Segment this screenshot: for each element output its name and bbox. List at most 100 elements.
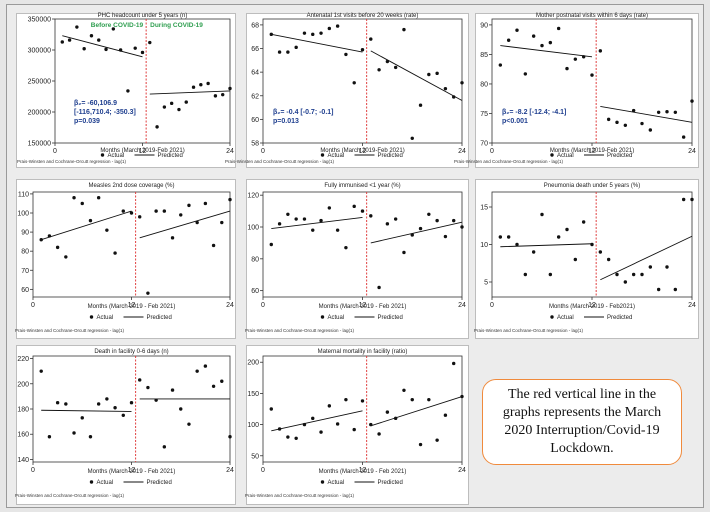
legend-predicted-label: Predicted xyxy=(147,480,172,486)
x-tick-label: 24 xyxy=(688,302,696,309)
regression-stat: p=0.013 xyxy=(273,118,299,125)
data-point xyxy=(133,46,137,50)
data-point xyxy=(113,251,117,255)
data-point xyxy=(148,40,152,45)
data-point xyxy=(360,209,365,213)
data-point xyxy=(286,212,290,216)
plot-area xyxy=(491,18,693,144)
data-point xyxy=(344,397,348,402)
data-point xyxy=(369,37,373,41)
data-point xyxy=(335,228,340,232)
legend-actual-marker xyxy=(320,153,325,157)
legend-actual-marker xyxy=(550,153,554,157)
data-point xyxy=(581,220,586,224)
data-point xyxy=(369,214,373,218)
data-point xyxy=(452,95,456,99)
x-axis-label: Months (March 2019-Feb 2021) xyxy=(320,148,404,154)
y-tick-label: 66 xyxy=(251,46,259,53)
data-point xyxy=(60,40,64,44)
data-point xyxy=(418,103,423,107)
regression-stat: p=0.039 xyxy=(74,118,100,125)
data-point xyxy=(294,217,298,221)
y-tick-label: 140 xyxy=(17,457,29,464)
data-point xyxy=(506,235,511,239)
plot-area xyxy=(32,355,231,463)
x-tick-label: 0 xyxy=(490,302,494,309)
data-point xyxy=(623,280,628,284)
predicted-line-during xyxy=(600,235,693,281)
x-tick-label: 0 xyxy=(53,148,57,155)
predicted-line-before xyxy=(271,217,363,230)
data-point xyxy=(573,257,578,262)
y-tick-label: 120 xyxy=(247,193,259,200)
data-point xyxy=(195,220,199,225)
x-tick-label: 12 xyxy=(588,148,596,155)
legend-actual-marker xyxy=(100,153,105,157)
y-tick-label: 70 xyxy=(21,268,29,275)
predicted-line-during xyxy=(370,396,463,427)
data-point xyxy=(138,378,142,382)
data-point xyxy=(302,31,307,35)
plot-area xyxy=(262,18,463,144)
data-point xyxy=(47,435,52,439)
legend-actual-label: Actual xyxy=(97,315,114,321)
data-point xyxy=(681,197,686,202)
data-point xyxy=(352,427,356,432)
data-point xyxy=(39,369,43,373)
data-point xyxy=(294,436,298,441)
data-point xyxy=(452,361,456,366)
regression-stat: β₂= -8.2 [-12.4; -4.1] xyxy=(502,109,566,116)
chart-title: Fully immunised <1 year (%) xyxy=(324,183,400,189)
data-point xyxy=(277,427,282,431)
x-axis-label: Months (March 2019 - Feb2021) xyxy=(549,304,635,310)
data-point xyxy=(606,257,611,262)
data-point xyxy=(352,204,356,209)
data-point xyxy=(665,110,669,114)
y-tick-label: 75 xyxy=(480,111,488,118)
y-tick-label: 150000 xyxy=(28,141,51,148)
data-point xyxy=(195,369,199,373)
data-point xyxy=(556,26,561,31)
data-point xyxy=(523,272,528,277)
data-point xyxy=(556,235,561,239)
x-tick-label: 24 xyxy=(458,302,466,309)
data-point xyxy=(129,400,134,405)
data-point xyxy=(162,105,167,109)
data-point xyxy=(184,100,188,104)
legend-actual-marker xyxy=(320,315,325,319)
data-point xyxy=(105,397,109,401)
y-tick-label: 15 xyxy=(480,205,488,212)
chart-title: Mother postnatal visits within 6 days (r… xyxy=(536,13,648,19)
data-point xyxy=(162,445,167,449)
data-point xyxy=(631,108,636,113)
data-point xyxy=(665,265,669,269)
data-point xyxy=(88,435,93,439)
data-point xyxy=(154,209,158,213)
data-point xyxy=(623,123,628,127)
data-point xyxy=(286,50,290,54)
footnote: Prais-Winsten and Cochrane-Orcutt regres… xyxy=(454,159,564,164)
data-point xyxy=(335,24,340,28)
plot-area xyxy=(54,18,231,144)
footnote: Prais-Winsten and Cochrane-Orcutt regres… xyxy=(245,493,355,498)
x-tick-label: 12 xyxy=(588,302,596,309)
y-tick-label: 180 xyxy=(17,407,29,414)
data-point xyxy=(598,250,603,254)
data-point xyxy=(80,201,84,206)
data-point xyxy=(548,272,553,277)
x-axis-label: Months (March 2019 - Feb 2021) xyxy=(88,304,176,310)
footnote: Prais-Winsten and Cochrane-Orcutt regres… xyxy=(245,328,355,333)
data-point xyxy=(443,234,448,239)
data-point xyxy=(377,432,381,436)
data-point xyxy=(126,89,130,93)
data-point xyxy=(352,81,356,85)
legend-actual-marker xyxy=(550,315,554,319)
data-point xyxy=(385,59,390,64)
data-point xyxy=(187,422,191,426)
data-point xyxy=(221,92,225,97)
data-point xyxy=(498,63,503,67)
data-point xyxy=(146,291,150,295)
data-point xyxy=(540,43,544,48)
footnote: Prais-Winsten and Cochrane-Orcutt regres… xyxy=(474,328,584,333)
